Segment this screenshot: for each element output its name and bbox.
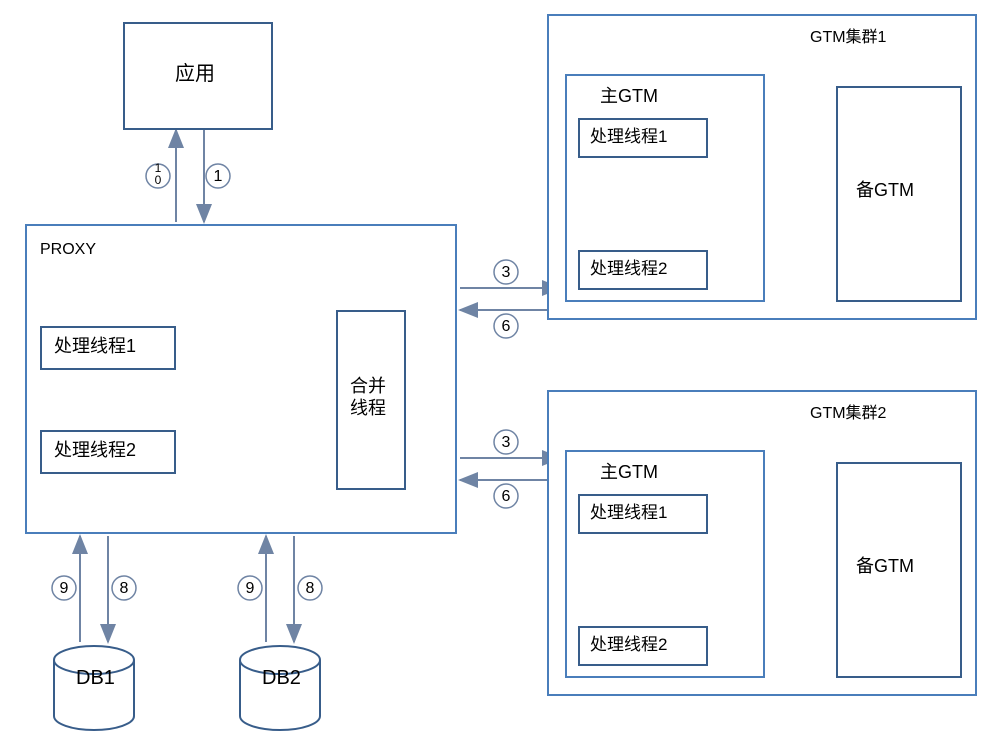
svg-text:3: 3 [502, 434, 511, 451]
svg-text:3: 3 [502, 264, 511, 281]
db2-label: DB2 [262, 666, 301, 690]
svg-text:8: 8 [120, 580, 129, 597]
cluster2-t2-label: 处理线程2 [590, 635, 667, 655]
svg-text:8: 8 [306, 580, 315, 597]
db1-label: DB1 [76, 666, 115, 690]
proxy-title: PROXY [40, 240, 96, 259]
cluster1-main-title: 主GTM [600, 86, 658, 108]
cluster1-t1-label: 处理线程1 [590, 127, 667, 147]
cluster1-standby-label: 备GTM [856, 180, 914, 202]
proxy-merge-label: 合并 线程 [350, 376, 386, 419]
svg-text:9: 9 [246, 580, 255, 597]
app-label: 应用 [175, 62, 215, 86]
cluster2-t1-label: 处理线程1 [590, 503, 667, 523]
cluster2-main-title: 主GTM [600, 462, 658, 484]
svg-text:6: 6 [502, 318, 511, 335]
cluster1-t2-label: 处理线程2 [590, 259, 667, 279]
svg-text:6: 6 [502, 488, 511, 505]
svg-text:0: 0 [155, 173, 162, 187]
svg-text:1: 1 [214, 168, 223, 185]
cluster1-title: GTM集群1 [810, 28, 886, 47]
proxy-thread1-label: 处理线程1 [54, 336, 136, 358]
cluster2-standby-label: 备GTM [856, 556, 914, 578]
proxy-thread2-label: 处理线程2 [54, 440, 136, 462]
svg-text:9: 9 [60, 580, 69, 597]
cluster2-title: GTM集群2 [810, 404, 886, 423]
